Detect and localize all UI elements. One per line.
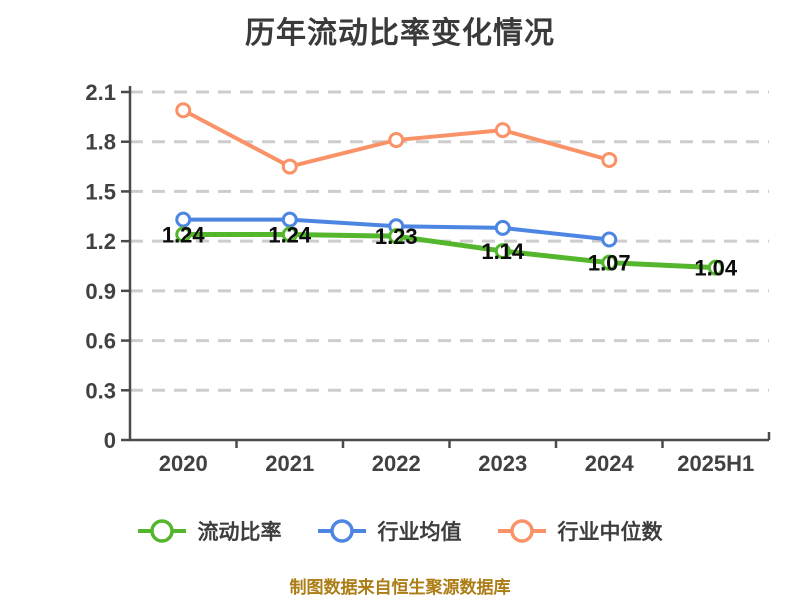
data-point-marker-industry-median bbox=[281, 158, 298, 175]
legend-marker-icon bbox=[497, 519, 546, 543]
chart-legend: 流动比率 行业均值 行业中位数 bbox=[0, 516, 800, 546]
y-axis-tick-label: 0.6 bbox=[85, 329, 116, 354]
x-axis-tick-label: 2024 bbox=[585, 451, 635, 476]
legend-label: 行业中位数 bbox=[557, 521, 663, 544]
x-axis-tick-label: 2025H1 bbox=[677, 451, 754, 476]
legend-item-current-ratio[interactable]: 流动比率 bbox=[137, 516, 282, 546]
y-axis-tick-label: 0.9 bbox=[85, 279, 116, 304]
data-point-marker-industry-median bbox=[494, 122, 511, 139]
y-axis-tick-label: 1.2 bbox=[85, 229, 116, 254]
legend-item-industry-median[interactable]: 行业中位数 bbox=[497, 516, 663, 546]
data-point-marker-current-ratio bbox=[707, 259, 724, 276]
data-point-marker-industry-average bbox=[494, 219, 511, 236]
y-axis-tick-label: 1.8 bbox=[85, 130, 116, 155]
data-point-marker-industry-median bbox=[388, 132, 405, 149]
x-axis-tick-label: 2021 bbox=[265, 451, 314, 476]
data-point-marker-industry-average bbox=[281, 211, 298, 228]
data-point-label: 1.14 bbox=[481, 239, 525, 264]
x-axis-tick-label: 2020 bbox=[159, 451, 208, 476]
data-point-marker-current-ratio bbox=[281, 226, 298, 243]
legend-item-industry-average[interactable]: 行业均值 bbox=[317, 516, 462, 546]
legend-label: 流动比率 bbox=[197, 521, 282, 544]
x-axis-tick-label: 2022 bbox=[372, 451, 421, 476]
data-point-marker-current-ratio bbox=[494, 243, 511, 260]
data-source-note: 制图数据来自恒生聚源数据库 bbox=[289, 578, 511, 597]
data-point-label: 1.07 bbox=[588, 251, 631, 276]
legend-label: 行业均值 bbox=[377, 521, 462, 544]
data-point-marker-current-ratio bbox=[388, 228, 405, 245]
data-point-marker-industry-median bbox=[175, 102, 192, 119]
y-axis-tick-label: 2.1 bbox=[85, 80, 116, 105]
legend-marker-icon bbox=[137, 519, 186, 543]
data-point-label: 1.24 bbox=[268, 223, 312, 248]
y-axis-tick-label: 0 bbox=[104, 428, 116, 453]
data-point-marker-current-ratio bbox=[175, 226, 192, 243]
data-point-label: 1.04 bbox=[694, 256, 738, 281]
data-point-marker-industry-average bbox=[175, 211, 192, 228]
data-point-marker-industry-median bbox=[601, 151, 618, 168]
x-axis-tick-label: 2023 bbox=[478, 451, 527, 476]
y-axis-tick-label: 0.3 bbox=[85, 378, 116, 403]
series-line-current-ratio bbox=[180, 232, 719, 271]
data-point-marker-industry-average bbox=[601, 231, 618, 248]
data-point-label: 1.24 bbox=[162, 223, 206, 248]
y-axis-tick-label: 1.5 bbox=[85, 179, 116, 204]
chart-title: 历年流动比率变化情况 bbox=[245, 17, 555, 50]
data-point-label: 1.23 bbox=[375, 224, 418, 249]
legend-marker-icon bbox=[317, 519, 366, 543]
data-point-marker-current-ratio bbox=[601, 254, 618, 271]
